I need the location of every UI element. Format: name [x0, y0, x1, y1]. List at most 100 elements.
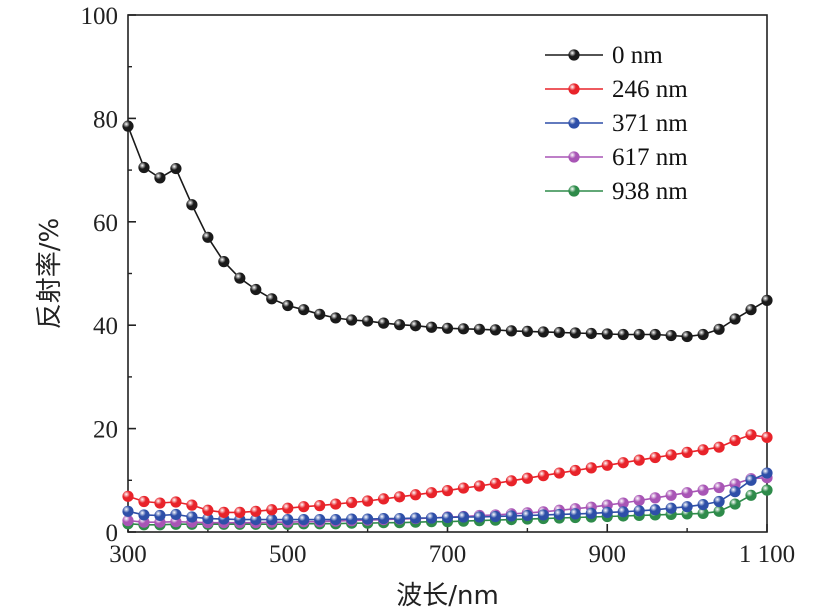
- data-point: [713, 323, 725, 335]
- data-point: [330, 513, 342, 526]
- data-point: [330, 312, 342, 324]
- data-point: [170, 162, 182, 175]
- data-point: [202, 512, 214, 525]
- data-point: [346, 314, 358, 326]
- data-point: [601, 328, 613, 340]
- data-point: [505, 475, 517, 487]
- data-point: [649, 328, 661, 341]
- legend-item: 371 nm: [545, 110, 688, 137]
- data-point: [154, 172, 166, 184]
- data-point: [393, 512, 406, 525]
- data-point: [393, 319, 406, 331]
- x-axis-title: 波长/nm: [396, 581, 499, 611]
- legend-item: 938 nm: [545, 178, 688, 205]
- data-point: [601, 459, 613, 471]
- data-point: [569, 464, 581, 477]
- data-point: [441, 322, 454, 334]
- data-point: [298, 513, 310, 526]
- data-point: [665, 449, 677, 461]
- axes: 300 500 700 900 1 100 0 20 40 60 80 100: [81, 3, 796, 568]
- legend-label: 0 nm: [612, 42, 663, 69]
- data-point: [649, 492, 661, 504]
- data-point: [537, 326, 549, 338]
- data-point: [346, 496, 358, 509]
- data-point: [314, 513, 326, 526]
- data-point: [457, 482, 470, 494]
- data-point: [138, 161, 150, 174]
- data-point: [250, 505, 262, 517]
- data-point: [489, 510, 502, 523]
- data-point: [250, 283, 262, 296]
- data-point: [681, 446, 693, 458]
- data-point: [681, 330, 693, 343]
- data-point: [585, 507, 597, 519]
- data-point: [266, 293, 278, 305]
- data-point: [649, 451, 661, 464]
- data-point: [362, 495, 374, 507]
- x-tick-label: 500: [269, 541, 307, 568]
- data-point: [234, 272, 246, 284]
- data-point: [186, 511, 198, 523]
- data-point: [713, 505, 725, 517]
- data-point: [553, 508, 565, 521]
- data-point: [282, 513, 294, 526]
- data-point: [617, 328, 629, 341]
- data-point: [138, 495, 150, 508]
- data-point: [489, 477, 502, 490]
- data-point: [585, 462, 597, 474]
- data-point: [409, 512, 422, 524]
- data-point: [569, 327, 581, 339]
- data-point: [378, 512, 390, 525]
- legend-label: 371 nm: [612, 110, 688, 137]
- data-point: [745, 304, 757, 316]
- data-point: [649, 504, 661, 516]
- data-point: [314, 308, 326, 320]
- data-point: [473, 323, 486, 335]
- data-point: [298, 304, 310, 316]
- data-point: [202, 231, 214, 243]
- data-point: [601, 506, 613, 518]
- data-point: [378, 493, 390, 505]
- data-point: [393, 491, 406, 503]
- data-point: [729, 478, 741, 490]
- data-point: [154, 509, 166, 522]
- legend-marker: [568, 83, 580, 95]
- data-point: [425, 487, 438, 499]
- data-point: [761, 294, 773, 306]
- x-tick-label: 700: [429, 541, 467, 568]
- series-371-nm: [122, 467, 773, 526]
- legend-item: 246 nm: [545, 76, 688, 103]
- y-tick-label: 80: [93, 106, 118, 133]
- series-0-nm: [122, 120, 773, 343]
- data-point: [537, 509, 549, 521]
- x-tick-label: 1 100: [739, 541, 795, 568]
- data-point: [314, 500, 326, 512]
- data-point: [729, 486, 741, 498]
- data-point: [409, 320, 422, 332]
- data-point: [697, 498, 709, 511]
- data-point: [713, 481, 725, 494]
- data-point: [505, 325, 517, 337]
- data-point: [154, 497, 166, 509]
- legend-marker: [568, 49, 580, 61]
- data-point: [282, 299, 294, 312]
- data-point: [457, 323, 470, 335]
- data-point: [681, 501, 693, 513]
- plot-area: [122, 120, 773, 531]
- data-point: [585, 327, 597, 340]
- data-point: [362, 315, 374, 327]
- legend-label: 938 nm: [612, 178, 688, 205]
- legend-marker: [568, 117, 580, 129]
- data-point: [218, 506, 230, 518]
- x-tick-label: 300: [109, 541, 147, 568]
- data-point: [521, 325, 533, 338]
- legend-marker: [568, 185, 580, 197]
- data-point: [713, 441, 725, 453]
- data-point: [362, 513, 374, 525]
- y-tick-label: 60: [93, 210, 118, 237]
- data-point: [569, 508, 581, 520]
- data-point: [761, 484, 773, 496]
- data-point: [729, 313, 741, 325]
